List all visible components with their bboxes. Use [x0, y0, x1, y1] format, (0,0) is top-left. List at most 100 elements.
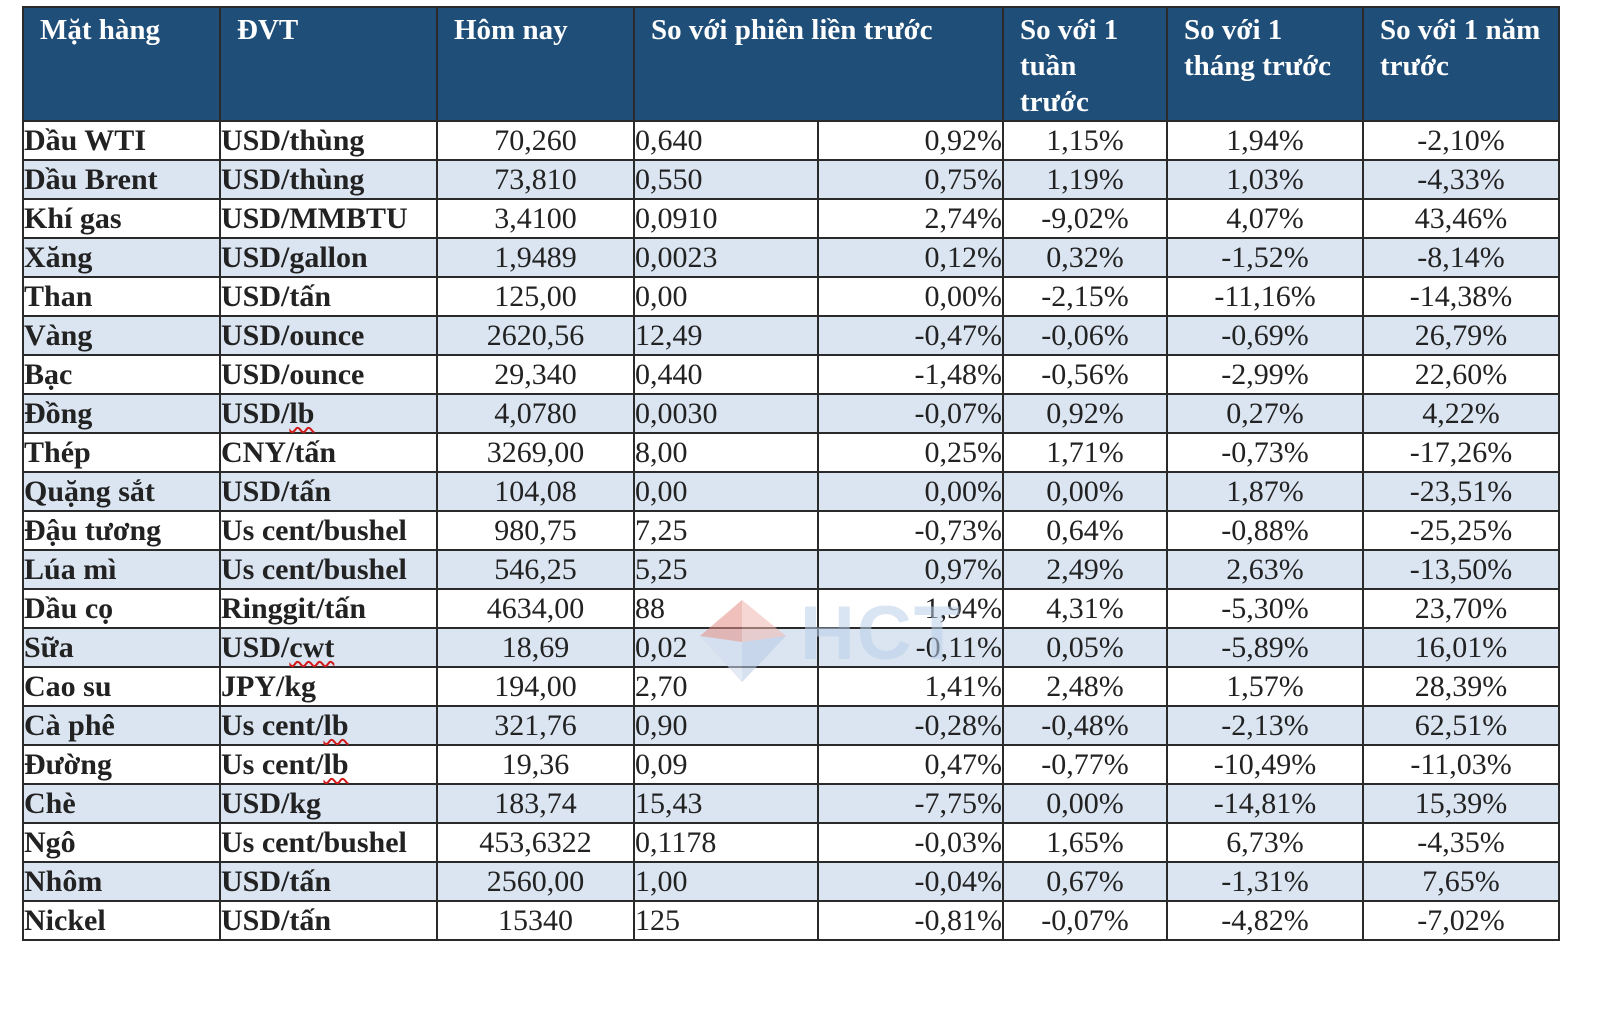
cell-today: 70,260	[436, 120, 635, 161]
cell-name: Cà phê	[22, 705, 221, 746]
cell-month: 0,27%	[1166, 393, 1365, 434]
cell-year: -4,35%	[1362, 822, 1561, 863]
cell-week: 1,15%	[1002, 120, 1169, 161]
table-row: Sữa USD/cwt 18,69 0,02 -0,11% 0,05% -5,89% 16,0…	[22, 627, 1561, 668]
cell-week: 4,31%	[1002, 588, 1169, 629]
cell-month: -4,82%	[1166, 900, 1365, 941]
cell-name: Dầu cọ	[22, 588, 221, 629]
cell-abs: 0,00	[633, 276, 819, 317]
cell-month: -2,99%	[1166, 354, 1365, 395]
cell-name: Đồng	[22, 393, 221, 434]
cell-today: 19,36	[436, 744, 635, 785]
cell-today: 980,75	[436, 510, 635, 551]
unit-spellcheck-word: cwt	[289, 630, 335, 664]
cell-name: Đường	[22, 744, 221, 785]
table-row: Dầu cọ Ringgit/tấn 4634,00 88 1,94% 4,31% -5,3…	[22, 588, 1561, 629]
cell-today: 104,08	[436, 471, 635, 512]
unit-prefix: USD/	[221, 630, 290, 664]
cell-week: 0,32%	[1002, 237, 1169, 278]
cell-pct: -0,07%	[816, 393, 1005, 434]
cell-name: Dầu Brent	[22, 159, 221, 200]
table-row: Chè USD/kg 183,74 15,43 -7,75% 0,00% -14,81% 15…	[22, 783, 1561, 824]
cell-year: 62,51%	[1362, 705, 1561, 746]
cell-abs: 0,90	[633, 705, 819, 746]
table-row: Ngô Us cent/bushel 453,6322 0,1178 -0,03% 1,6…	[22, 822, 1561, 863]
cell-pct: 0,75%	[816, 159, 1005, 200]
cell-abs: 0,1178	[633, 822, 819, 863]
cell-today: 546,25	[436, 549, 635, 590]
cell-pct: -0,81%	[816, 900, 1005, 941]
cell-unit: USD/MMBTU	[219, 198, 438, 239]
cell-abs: 0,440	[633, 354, 819, 395]
cell-year: 22,60%	[1362, 354, 1561, 395]
cell-abs: 0,02	[633, 627, 819, 668]
cell-name: Quặng sắt	[22, 471, 221, 512]
cell-year: 28,39%	[1362, 666, 1561, 707]
cell-unit: JPY/kg	[219, 666, 438, 707]
cell-unit: Ringgit/tấn	[219, 588, 438, 629]
cell-abs: 5,25	[633, 549, 819, 590]
cell-today: 2620,56	[436, 315, 635, 356]
cell-unit: USD/lb	[219, 393, 438, 434]
cell-name: Thép	[22, 432, 221, 473]
cell-week: -0,56%	[1002, 354, 1169, 395]
cell-unit: USD/ounce	[219, 354, 438, 395]
cell-today: 1,9489	[436, 237, 635, 278]
unit-spellcheck-word: lb	[323, 747, 349, 781]
cell-unit: USD/gallon	[219, 237, 438, 278]
table-row: Khí gas USD/MMBTU 3,4100 0,0910 2,74% -9,02% 4…	[22, 198, 1561, 239]
cell-year: 15,39%	[1362, 783, 1561, 824]
cell-today: 321,76	[436, 705, 635, 746]
cell-abs: 0,0023	[633, 237, 819, 278]
cell-pct: -0,11%	[816, 627, 1005, 668]
table-row: Bạc USD/ounce 29,340 0,440 -1,48% -0,56% -2,99…	[22, 354, 1561, 395]
cell-year: -8,14%	[1362, 237, 1561, 278]
cell-week: -9,02%	[1002, 198, 1169, 239]
cell-name: Đậu tương	[22, 510, 221, 551]
unit-prefix: Us cent/	[221, 747, 324, 781]
cell-today: 3,4100	[436, 198, 635, 239]
cell-year: 23,70%	[1362, 588, 1561, 629]
cell-pct: 0,25%	[816, 432, 1005, 473]
cell-month: -0,69%	[1166, 315, 1365, 356]
cell-abs: 88	[633, 588, 819, 629]
cell-unit: USD/tấn	[219, 276, 438, 317]
cell-pct: 0,97%	[816, 549, 1005, 590]
table-row: Vàng USD/ounce 2620,56 12,49 -0,47% -0,06% -0,…	[22, 315, 1561, 356]
cell-month: 1,87%	[1166, 471, 1365, 512]
cell-pct: 0,47%	[816, 744, 1005, 785]
cell-week: -0,77%	[1002, 744, 1169, 785]
cell-name: Cao su	[22, 666, 221, 707]
cell-pct: -0,47%	[816, 315, 1005, 356]
cell-pct: 1,41%	[816, 666, 1005, 707]
cell-today: 29,340	[436, 354, 635, 395]
table-row: Đường Us cent/lb 19,36 0,09 0,47% -0,77% -10,4…	[22, 744, 1561, 785]
cell-pct: -1,48%	[816, 354, 1005, 395]
cell-pct: -0,73%	[816, 510, 1005, 551]
cell-month: 2,63%	[1166, 549, 1365, 590]
cell-pct: 0,00%	[816, 276, 1005, 317]
unit-prefix: USD/	[221, 396, 290, 430]
table-row: Đồng USD/lb 4,0780 0,0030 -0,07% 0,92% 0,27% 4,…	[22, 393, 1561, 434]
cell-month: -10,49%	[1166, 744, 1365, 785]
cell-unit: Us cent/lb	[219, 705, 438, 746]
cell-name: Bạc	[22, 354, 221, 395]
cell-year: -4,33%	[1362, 159, 1561, 200]
cell-abs: 1,00	[633, 861, 819, 902]
cell-unit: Us cent/bushel	[219, 510, 438, 551]
cell-month: 6,73%	[1166, 822, 1365, 863]
cell-month: 1,57%	[1166, 666, 1365, 707]
cell-week: 0,64%	[1002, 510, 1169, 551]
table-row: Thép CNY/tấn 3269,00 8,00 0,25% 1,71% -0,73% -1…	[22, 432, 1561, 473]
cell-year: -25,25%	[1362, 510, 1561, 551]
unit-spellcheck-word: lb	[323, 708, 349, 742]
cell-year: -14,38%	[1362, 276, 1561, 317]
table-row: Nickel USD/tấn 15340 125 -0,81% -0,07% -4,82% -…	[22, 900, 1561, 941]
cell-year: -11,03%	[1362, 744, 1561, 785]
unit-prefix: Us cent/	[221, 708, 324, 742]
cell-today: 4634,00	[436, 588, 635, 629]
cell-week: -0,06%	[1002, 315, 1169, 356]
cell-pct: 0,12%	[816, 237, 1005, 278]
cell-unit: Us cent/lb	[219, 744, 438, 785]
cell-name: Lúa mì	[22, 549, 221, 590]
